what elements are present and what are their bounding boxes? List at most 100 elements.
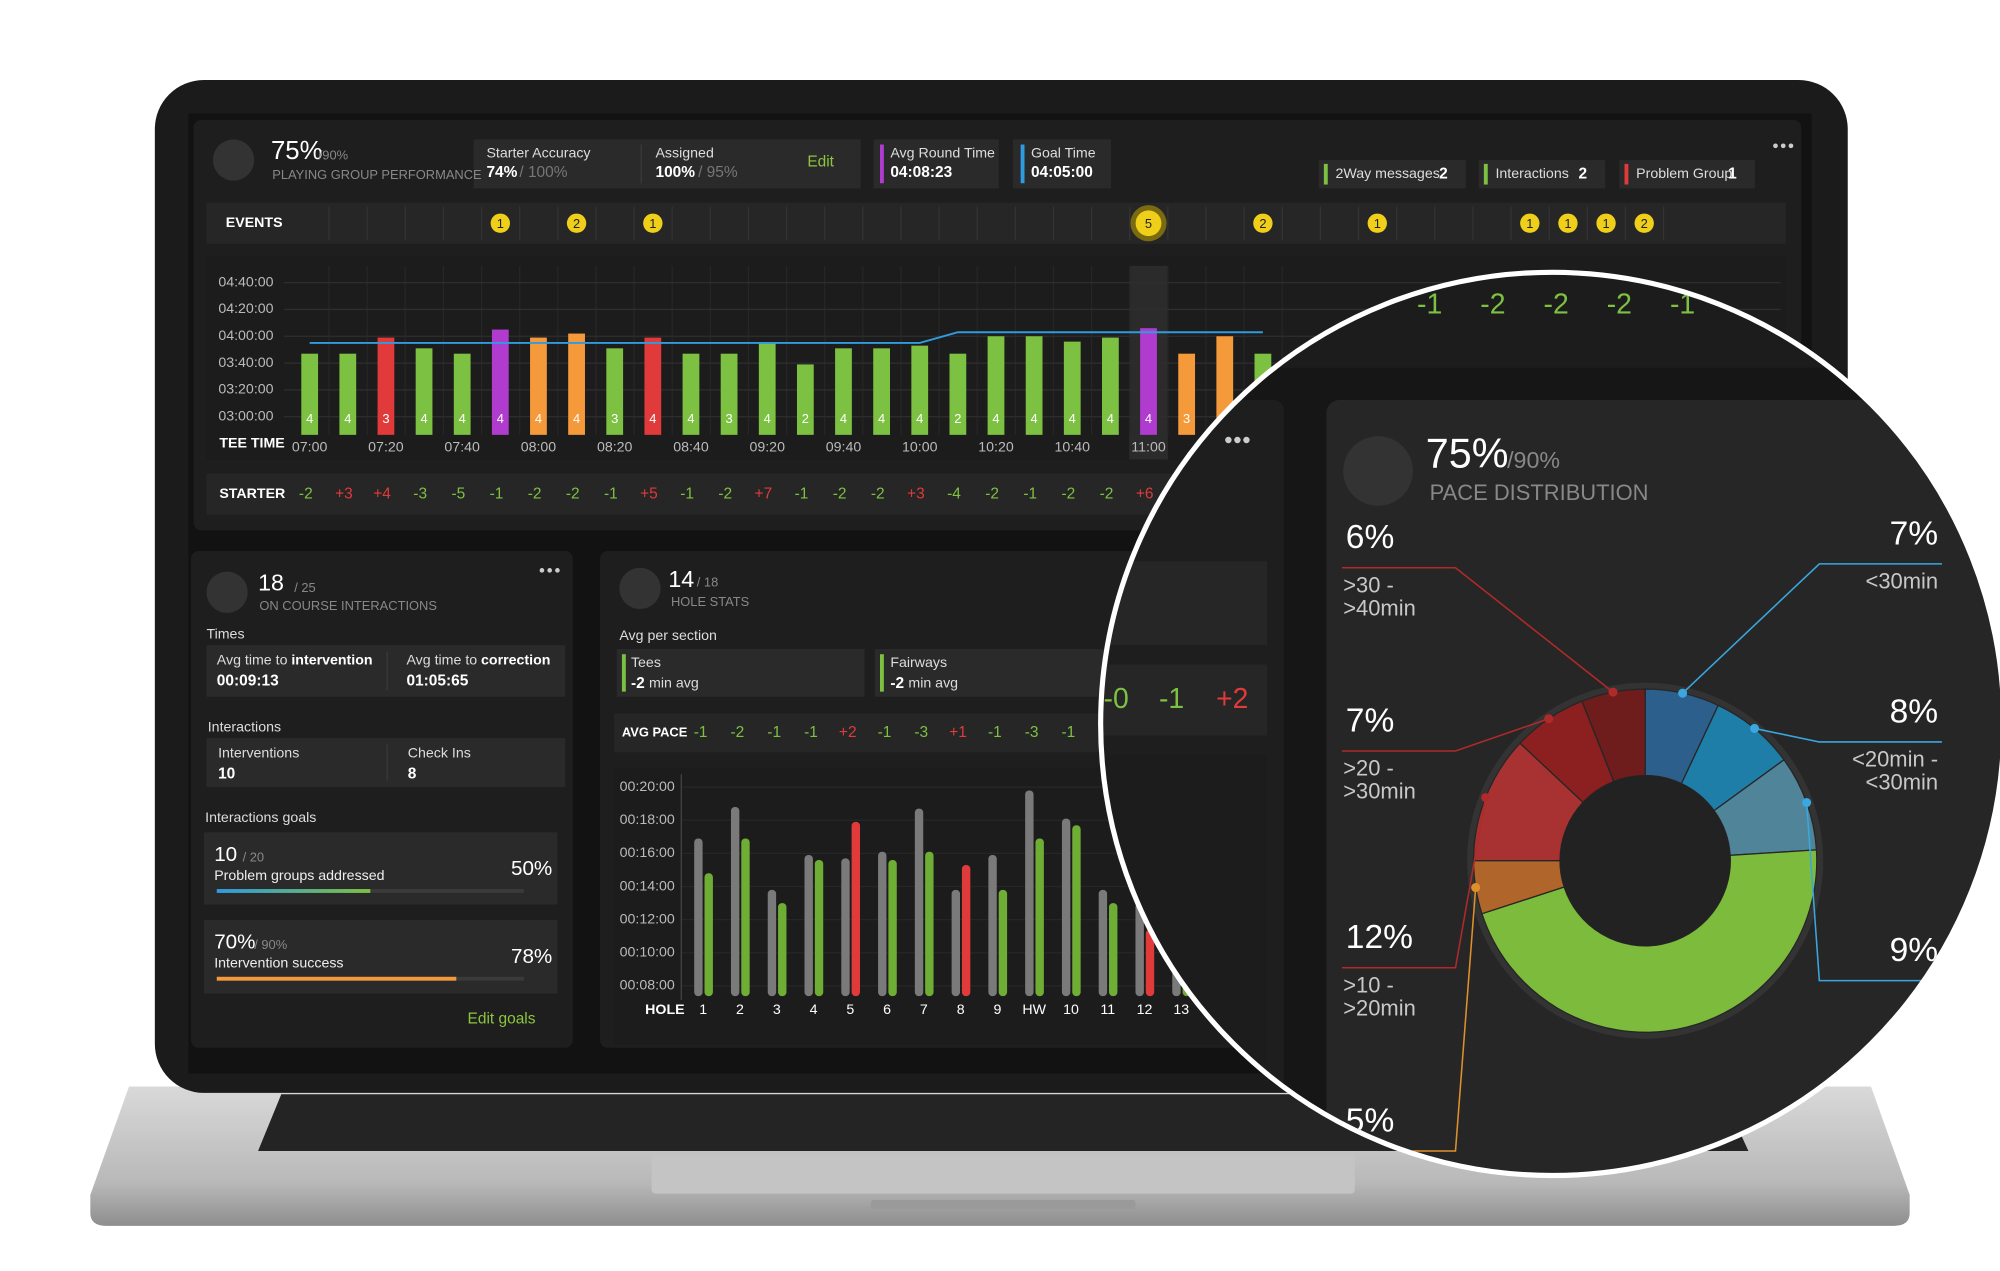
bar [682,353,700,435]
row-label: EVENTS [226,215,283,231]
leader-line [1682,563,1942,694]
pace-delta: -2 [731,724,745,741]
starter-delta: -4 [947,485,961,502]
bar [911,345,929,435]
icon [212,139,255,181]
starter-delta: +3 [907,485,925,502]
x-tick-label: 07:00 [292,440,328,456]
bar [453,353,471,435]
event [566,213,587,233]
event [1520,213,1540,233]
x-tick-label: 08:40 [673,440,709,456]
bar [568,333,585,435]
event [1367,213,1387,233]
accent [1624,163,1629,185]
target: /90% [1507,447,1560,473]
group-size: 4 [573,411,580,426]
starter-delta: +6 [1136,485,1154,502]
zoom-box [1103,561,1268,646]
y-tick-label: 00:16:00 [620,845,675,861]
starter-delta: +3 [335,485,353,502]
panel-title: HOLE STATS [671,594,749,609]
x-tick-label: 11:00 [1131,440,1166,456]
leader-dot [1608,687,1618,697]
bar [644,337,662,435]
time-label: Avg time to correction [406,652,550,668]
leader-line [1805,802,1942,982]
event [1135,210,1162,237]
menu[interactable] [1773,143,1794,149]
bar [1063,341,1081,435]
goal-label: Intervention success [214,956,343,972]
menu-dot[interactable] [1234,436,1241,444]
x-tick-label: HW [1022,1002,1046,1018]
y-tick-label: 04:20:00 [218,301,273,317]
lens-border [1098,269,2000,1178]
event-count: 1 [649,216,656,231]
starter-delta: -2 [1062,485,1076,502]
slice-value: 12% [1346,919,1413,956]
pace-delta: -1 [694,724,708,741]
bar [987,336,1005,435]
stat-box [873,139,999,189]
box [203,920,558,994]
slice-value: 7% [1346,702,1394,739]
slice-label-text: <30min [1865,570,1939,594]
icon [206,571,248,613]
starter-delta: -2 [1100,485,1114,502]
x-tick-label: 4 [810,1002,818,1018]
event-count: 1 [1564,216,1571,231]
slice-label: <30min [1865,570,1939,594]
slice-label: >20 - >30min [1343,757,1416,803]
time-value: 00:09:13 [217,672,279,689]
slice-label-text: <20min - <30min [1852,748,1939,795]
count-label: Interventions [218,745,299,761]
leader-line [1341,566,1614,693]
accent [880,144,884,184]
icon [619,567,661,610]
section-label: Interactions [208,720,281,736]
x-tick-label: 08:20 [597,440,633,456]
bar [951,889,960,997]
x-tick-label: 3 [773,1002,781,1018]
box [206,738,566,788]
pace-delta: -1 [804,724,818,741]
x-tick-label: 07:40 [444,440,480,456]
bar [814,860,824,997]
menu-dot[interactable] [1243,436,1250,444]
group-size: 4 [992,411,999,426]
bar [339,353,357,435]
menu[interactable] [539,568,560,573]
y-tick-label: 03:40:00 [218,355,273,371]
slice-label-text: >10 - >20min [1343,974,1416,1021]
badge-value: 2 [1439,165,1448,182]
group-size: 4 [1031,411,1038,426]
bar [704,873,713,997]
zoom-delta: -2 [1607,288,1632,320]
accent [1323,163,1328,185]
starter-delta: -2 [985,485,999,502]
starter-delta: -1 [490,485,504,502]
edit-goals-button[interactable]: Edit goals [468,1010,536,1027]
x-tick-label: 8 [957,1002,965,1018]
leader-dot [1481,792,1491,803]
bar [301,353,319,435]
group-size: 2 [954,411,961,426]
menu-dot[interactable] [1225,436,1232,444]
edit-button[interactable]: Edit [807,154,834,171]
time-label: Avg time to intervention [217,652,373,668]
bar [1109,903,1118,997]
x-tick-label: 5 [846,1002,854,1018]
bar [1102,337,1119,435]
y-tick-label: 03:00:00 [218,408,273,424]
stat-value: 04:05:00 [1031,164,1093,181]
y-tick-label: 04:40:00 [218,274,273,290]
base-notch [870,1200,1136,1210]
text-emphasis: intervention [291,652,372,668]
pace-delta: -1 [767,724,781,741]
lens: -1 -2 -2 -2 -1-0 -1 +275%/90%PACE DISTRIBUTION… [1103,274,2000,1173]
score: 75% [271,137,323,165]
leader-line [1754,727,1942,743]
leader-dot [1471,882,1481,893]
